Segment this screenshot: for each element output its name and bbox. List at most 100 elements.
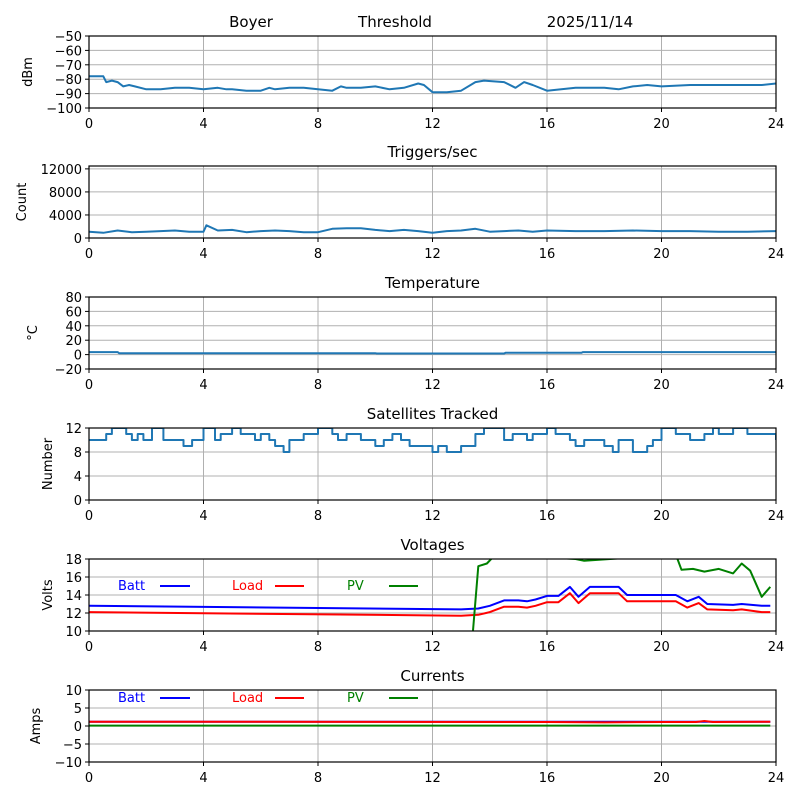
y-tick-label: −80 (55, 73, 82, 88)
panel-title: Triggers/sec (387, 143, 478, 161)
y-tick-label: 12 (65, 607, 82, 622)
header-station: Boyer (229, 13, 274, 31)
y-axis-label: dBm (21, 57, 36, 87)
legend-label-load: Load (232, 691, 263, 706)
x-tick-label: 0 (85, 247, 93, 262)
y-axis-label: Amps (29, 707, 44, 744)
x-tick-label: 16 (539, 509, 556, 524)
y-tick-label: 0 (74, 349, 82, 364)
x-tick-label: 16 (539, 378, 556, 393)
header-mode: Threshold (357, 13, 432, 31)
x-tick-label: 16 (539, 247, 556, 262)
y-tick-label: −60 (55, 44, 82, 59)
y-tick-label: 5 (74, 702, 82, 717)
x-tick-label: 12 (424, 247, 441, 262)
x-tick-label: 0 (85, 378, 93, 393)
x-tick-label: 20 (653, 117, 670, 132)
x-tick-label: 0 (85, 117, 93, 132)
series-line-temperature (89, 351, 776, 355)
x-tick-label: 16 (539, 117, 556, 132)
y-tick-label: 60 (65, 305, 82, 320)
legend-label-load: Load (232, 579, 263, 594)
x-tick-label: 0 (85, 509, 93, 524)
y-tick-label: 20 (65, 334, 82, 349)
x-tick-label: 20 (653, 509, 670, 524)
y-tick-label: 8000 (49, 186, 82, 201)
series-line-signal (89, 75, 776, 94)
y-tick-label: −50 (55, 30, 82, 45)
y-tick-label: −10 (55, 756, 82, 771)
panel-title: Voltages (400, 536, 464, 554)
y-tick-label: 12 (65, 422, 82, 437)
panel-currents: Batt Load PV 0 4 8 12 16 20 24 −10 −5 0 5 10 Currents Am… (29, 667, 784, 786)
x-tick-label: 24 (768, 378, 785, 393)
x-tick-label: 4 (199, 117, 207, 132)
legend-label-pv: PV (347, 579, 364, 594)
x-tick-label: 24 (768, 509, 785, 524)
y-axis-label: Count (15, 183, 30, 222)
x-tick-label: 8 (314, 640, 322, 655)
y-tick-label: 0 (74, 720, 82, 735)
y-tick-label: 14 (65, 589, 82, 604)
x-tick-label: 20 (653, 378, 670, 393)
y-tick-label: 40 (65, 320, 82, 335)
header-date: 2025/11/14 (547, 13, 633, 31)
x-tick-label: 4 (199, 378, 207, 393)
y-tick-label: 0 (74, 232, 82, 247)
x-tick-label: 12 (424, 771, 441, 786)
x-tick-label: 12 (424, 378, 441, 393)
x-tick-label: 20 (653, 640, 670, 655)
x-tick-label: 12 (424, 509, 441, 524)
series-line-triggers (89, 224, 776, 234)
x-tick-label: 16 (539, 640, 556, 655)
x-tick-label: 8 (314, 509, 322, 524)
x-tick-label: 8 (314, 247, 322, 262)
panel-signal-strength: 0 4 8 12 16 20 24 −100−90−80−70−60−50 dBm (21, 30, 784, 132)
x-tick-label: 4 (199, 771, 207, 786)
panel-title: Temperature (384, 274, 480, 292)
x-tick-label: 8 (314, 117, 322, 132)
y-tick-label: 18 (65, 553, 82, 568)
y-tick-label: 4000 (49, 209, 82, 224)
x-tick-label: 0 (85, 771, 93, 786)
y-tick-label: 10 (65, 625, 82, 640)
x-tick-label: 24 (768, 640, 785, 655)
y-tick-label: −70 (55, 59, 82, 74)
panel-title: Currents (400, 667, 464, 685)
y-tick-label: 12000 (41, 163, 82, 178)
y-tick-label: 80 (65, 291, 82, 306)
series-line-satellites (89, 428, 776, 453)
legend-label-batt: Batt (118, 691, 145, 706)
x-tick-label: 4 (199, 509, 207, 524)
y-tick-label: 10 (65, 684, 82, 699)
x-tick-label: 24 (768, 117, 785, 132)
y-tick-label: 16 (65, 571, 82, 586)
x-tick-label: 0 (85, 640, 93, 655)
y-tick-label: 0 (74, 494, 82, 509)
y-axis-label: °C (26, 325, 41, 341)
y-tick-label: 4 (74, 470, 82, 485)
y-tick-label: −5 (63, 738, 82, 753)
y-tick-label: 8 (74, 446, 82, 461)
y-axis-label: Volts (41, 579, 56, 611)
x-tick-label: 8 (314, 378, 322, 393)
y-axis-label: Number (41, 437, 56, 490)
x-tick-label: 4 (199, 640, 207, 655)
x-tick-label: 4 (199, 247, 207, 262)
x-tick-label: 8 (314, 771, 322, 786)
series-line-load (89, 592, 771, 617)
y-tick-label: −20 (55, 363, 82, 378)
panel-title: Satellites Tracked (367, 405, 498, 423)
x-tick-label: 16 (539, 771, 556, 786)
series-line-pv (471, 559, 772, 631)
x-tick-label: 24 (768, 247, 785, 262)
x-tick-label: 12 (424, 640, 441, 655)
legend-label-pv: PV (347, 691, 364, 706)
series-line-load (89, 720, 771, 724)
x-tick-label: 12 (424, 117, 441, 132)
legend-label-batt: Batt (118, 579, 145, 594)
series-line-batt (89, 585, 771, 611)
x-tick-label: 24 (768, 771, 785, 786)
y-tick-label: −90 (55, 88, 82, 103)
